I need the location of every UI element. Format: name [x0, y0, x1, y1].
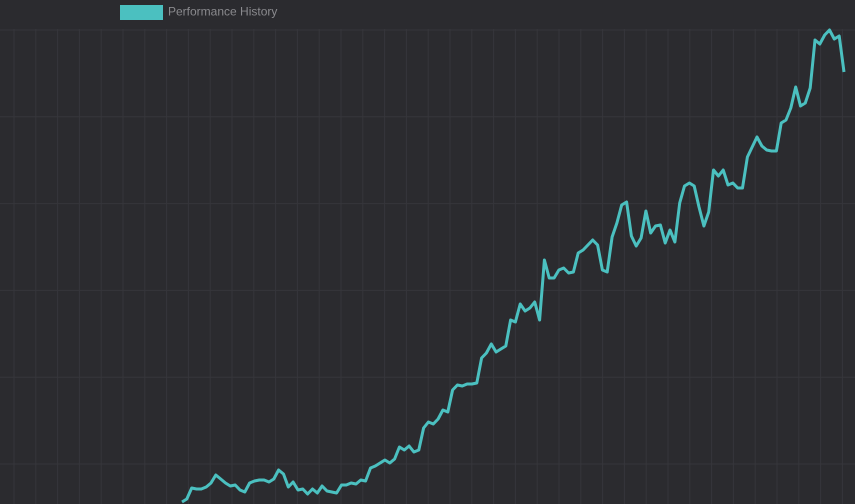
- legend: Performance History: [120, 5, 277, 20]
- line: [181, 28, 846, 504]
- legend-label: Performance History: [168, 5, 277, 19]
- legend-swatch: [120, 5, 163, 20]
- grid: [0, 29, 855, 504]
